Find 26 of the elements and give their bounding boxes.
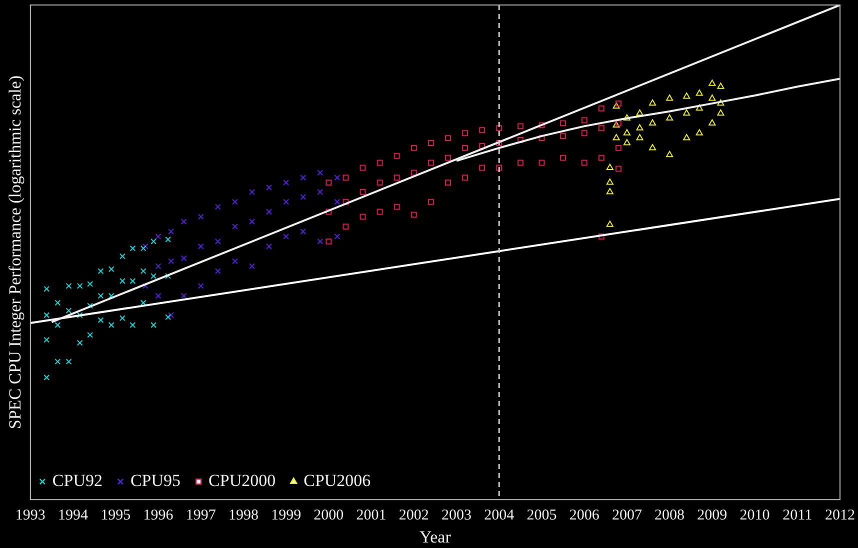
x-tick-label: 2010 [740, 508, 770, 524]
x-tick-label: 2009 [697, 508, 728, 524]
x-tick-label: 2008 [654, 508, 685, 524]
y-axis-title: SPEC CPU Integer Performance (logarithmic scale) [6, 75, 25, 430]
x-tick-label: 1999 [271, 508, 302, 524]
x-tick-label: 2007 [612, 508, 642, 524]
x-tick-label: 2001 [356, 508, 386, 524]
x-tick-label: 1996 [143, 508, 174, 524]
legend-label: CPU2000 [208, 471, 276, 490]
legend-label: CPU92 [52, 471, 102, 490]
x-tick-label: 2005 [526, 508, 557, 524]
x-tick-label: 2012 [825, 508, 855, 524]
x-tick-label: 1994 [58, 508, 89, 524]
x-tick-label: 2004 [484, 508, 515, 524]
x-tick-label: 1993 [15, 508, 46, 524]
x-tick-label: 2006 [569, 508, 600, 524]
x-axis-title: Year [420, 527, 452, 546]
x-tick-label: 1998 [228, 508, 258, 524]
x-tick-label: 2003 [442, 508, 472, 524]
x-tick-label: 1995 [100, 508, 131, 524]
legend-label: CPU2006 [304, 471, 371, 490]
x-tick-label: 2000 [314, 508, 344, 524]
x-tick-label: 1997 [186, 508, 216, 524]
legend-label: CPU95 [130, 471, 181, 490]
x-tick-label: 2002 [398, 508, 429, 524]
x-tick-label: 2011 [782, 508, 812, 524]
